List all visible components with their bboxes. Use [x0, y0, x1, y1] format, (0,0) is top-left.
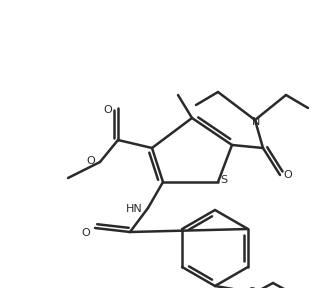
Text: O: O [87, 156, 95, 166]
Text: O: O [82, 228, 90, 238]
Text: O: O [104, 105, 112, 115]
Text: HN: HN [125, 204, 142, 214]
Text: S: S [220, 175, 227, 185]
Text: O: O [284, 170, 292, 180]
Text: N: N [252, 117, 260, 127]
Text: O: O [248, 287, 256, 288]
